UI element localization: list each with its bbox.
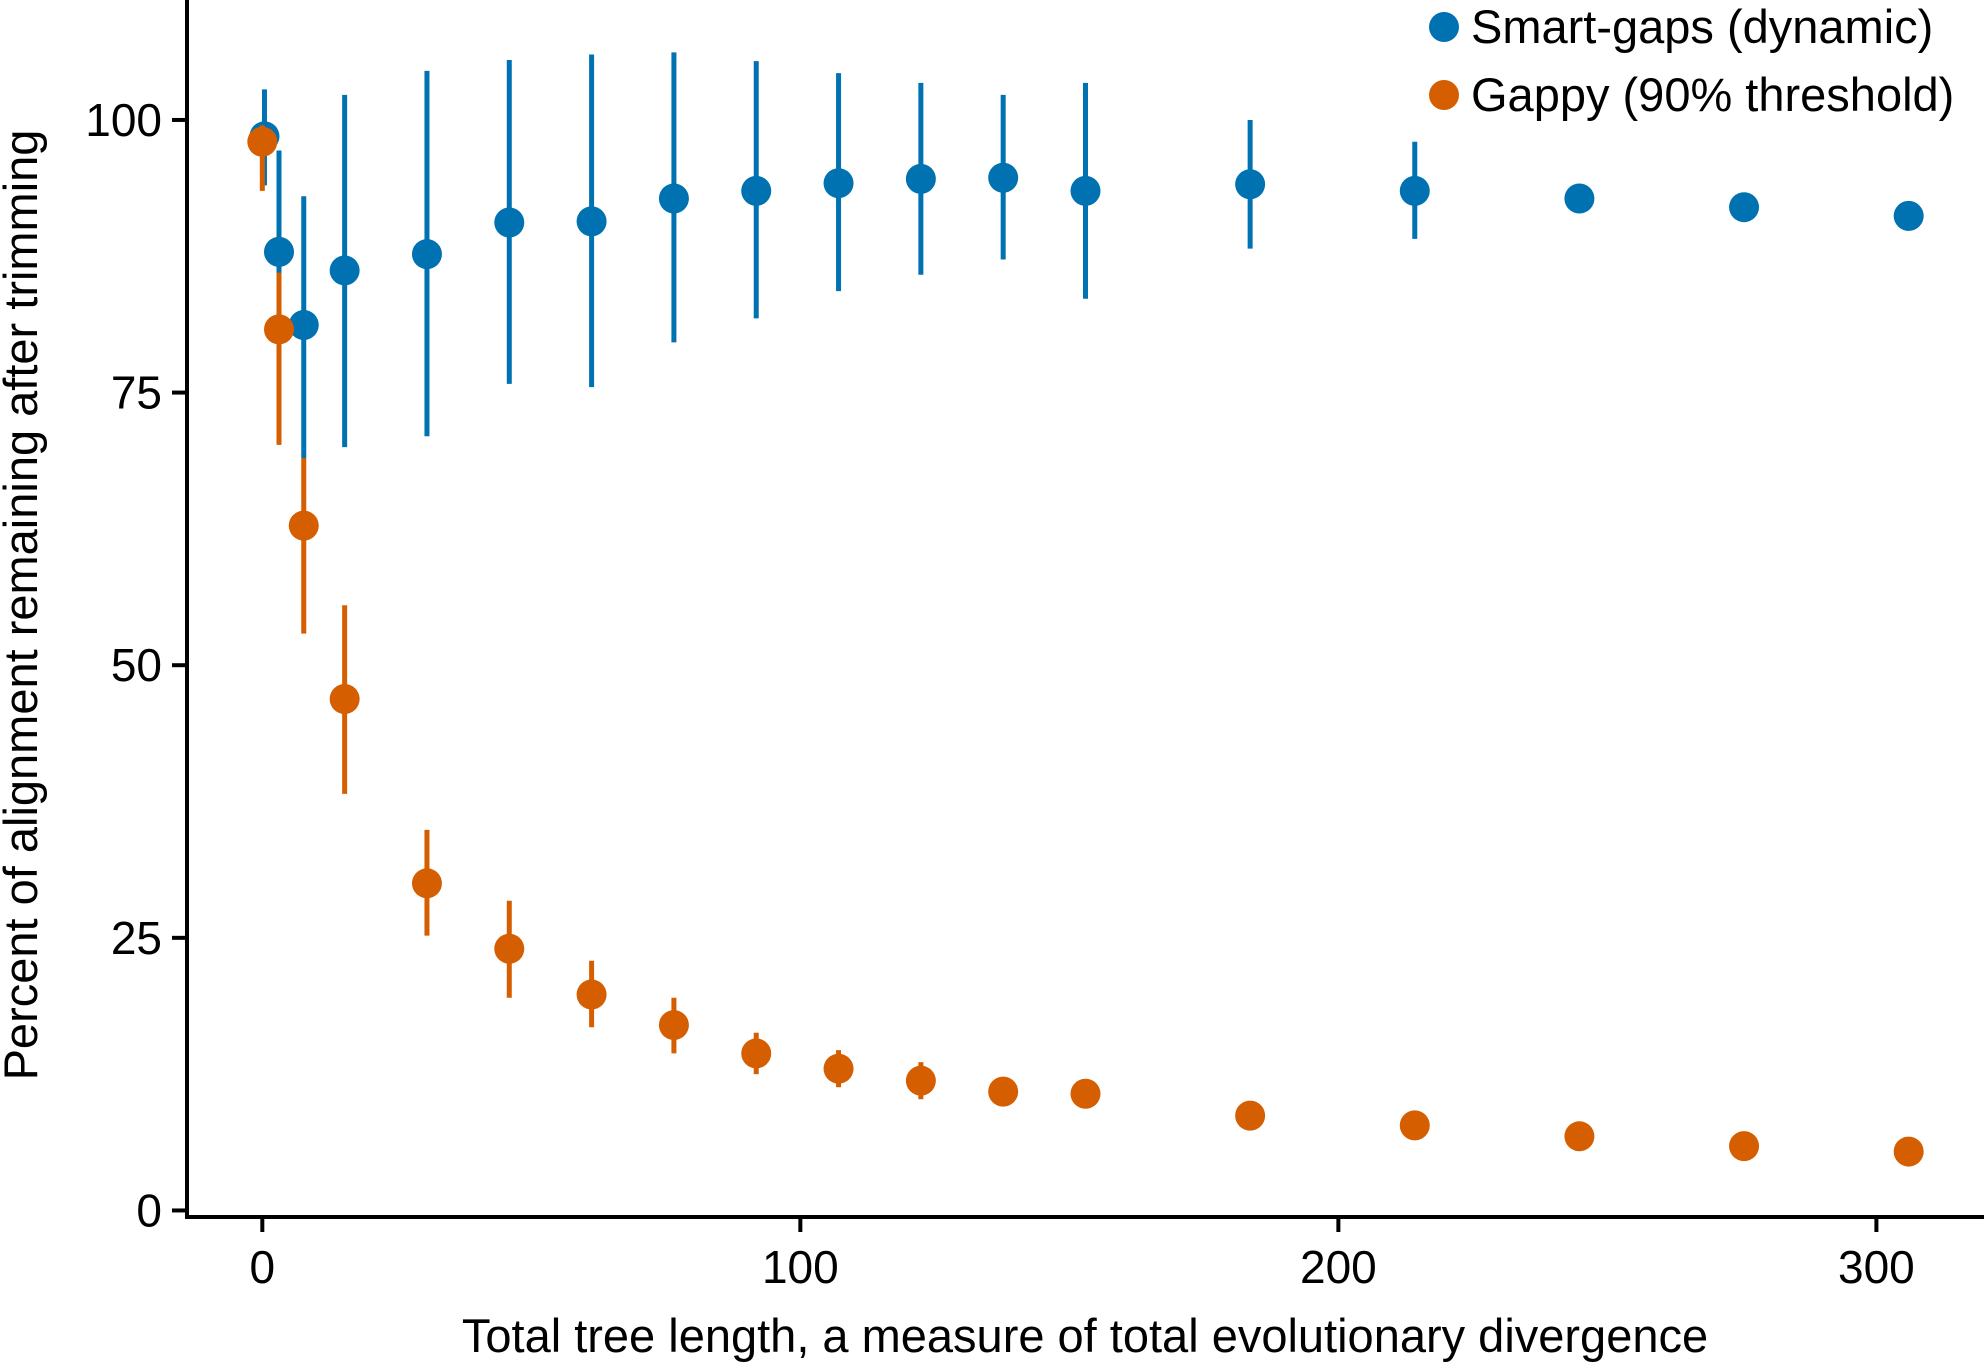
x-tick-label: 300: [1838, 1241, 1915, 1293]
data-point: [411, 239, 442, 270]
x-tick-label: 100: [762, 1241, 839, 1293]
data-point: [329, 255, 360, 286]
x-tick-label: 0: [250, 1241, 276, 1293]
data-point: [576, 206, 607, 237]
legend-marker: [1429, 80, 1459, 110]
data-point: [1070, 1078, 1101, 1109]
data-point: [288, 510, 319, 541]
y-axis-label: Percent of alignment remaining after tri…: [0, 130, 47, 1081]
legend: Smart-gaps (dynamic) Gappy (90% threshold…: [1429, 0, 1954, 121]
data-point: [823, 1053, 854, 1084]
data-point: [658, 183, 689, 214]
data-point: [1729, 1131, 1760, 1162]
x-axis-label: Total tree length, a measure of total ev…: [462, 1309, 1708, 1362]
y-tick-label: 75: [111, 367, 162, 419]
legend-marker: [1429, 12, 1459, 42]
data-point: [1564, 183, 1595, 214]
data-point: [1399, 1110, 1430, 1141]
data-point: [1399, 175, 1430, 206]
data-point: [329, 684, 360, 715]
data-point: [411, 868, 442, 899]
data-point: [1893, 1136, 1924, 1167]
data-point: [1729, 192, 1760, 223]
series-1: [249, 52, 1924, 459]
y-tick-label: 100: [85, 94, 162, 146]
data-point: [494, 933, 525, 964]
data-point: [288, 309, 319, 340]
data-point: [741, 175, 772, 206]
legend-label: Gappy (90% threshold): [1471, 68, 1954, 121]
data-point: [1070, 175, 1101, 206]
data-point: [264, 314, 295, 345]
data-point: [1893, 200, 1924, 231]
data-point: [247, 126, 278, 157]
data-point: [1235, 169, 1266, 200]
legend-label: Smart-gaps (dynamic): [1471, 0, 1933, 53]
series-layer: [247, 52, 1924, 1167]
series-2: [247, 125, 1924, 1167]
y-tick-label: 0: [136, 1184, 162, 1236]
data-point: [823, 168, 854, 199]
data-point: [1235, 1100, 1266, 1131]
y-tick-label: 50: [111, 639, 162, 691]
x-ticks: 0 100 200 300: [250, 1217, 1915, 1293]
data-point: [988, 162, 1019, 193]
data-point: [1564, 1121, 1595, 1152]
data-point: [264, 236, 295, 267]
data-point: [988, 1076, 1019, 1107]
y-tick-label: 25: [111, 912, 162, 964]
data-point: [905, 1065, 936, 1096]
data-point: [576, 979, 607, 1010]
data-point: [658, 1010, 689, 1041]
data-point: [494, 207, 525, 238]
y-ticks: 0 25 50 75 100: [85, 94, 187, 1236]
x-tick-label: 200: [1300, 1241, 1377, 1293]
data-point: [741, 1038, 772, 1069]
data-point: [905, 163, 936, 194]
axes: 0 100 200 300 0 25 50 75 100: [85, 0, 1984, 1293]
